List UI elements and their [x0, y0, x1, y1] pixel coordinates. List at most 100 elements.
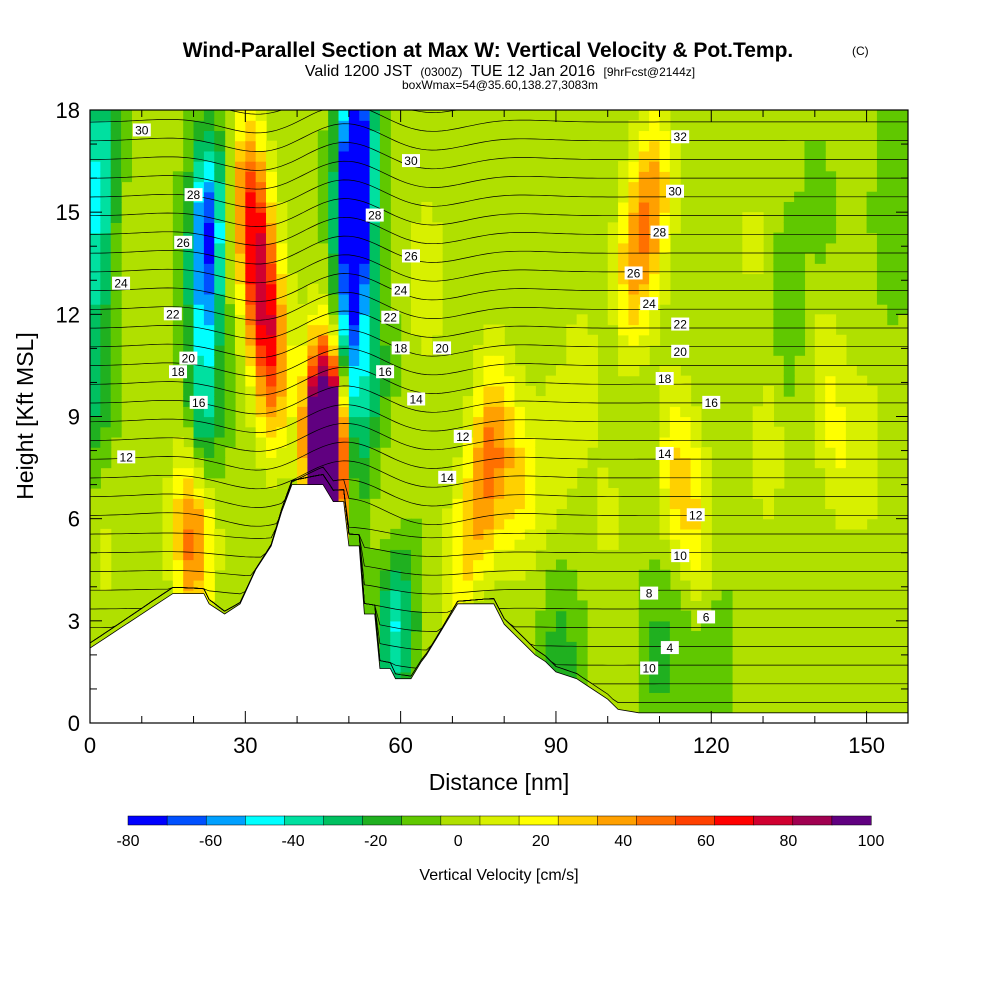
- w-cell: [566, 569, 578, 581]
- w-cell: [183, 344, 195, 356]
- w-cell: [638, 631, 650, 642]
- w-cell: [628, 344, 640, 356]
- w-cell: [90, 212, 101, 223]
- w-cell: [203, 314, 215, 326]
- w-cell: [317, 212, 329, 223]
- theta-contour-label: 16: [376, 365, 395, 379]
- w-cell: [203, 375, 215, 387]
- w-cell: [100, 549, 112, 561]
- w-cell: [473, 559, 485, 571]
- w-cell: [379, 232, 391, 244]
- w-cell: [110, 304, 122, 315]
- w-cell: [214, 467, 226, 479]
- w-cell: [814, 375, 826, 387]
- w-cell: [90, 120, 101, 132]
- w-cell: [348, 467, 360, 479]
- w-cell: [421, 334, 433, 346]
- w-cell: [307, 447, 319, 458]
- w-cell: [845, 426, 857, 438]
- w-cell: [183, 498, 195, 510]
- w-cell: [680, 426, 692, 438]
- w-cell: [297, 396, 309, 407]
- theta-contour: [90, 474, 908, 577]
- w-cell: [576, 416, 588, 428]
- w-cell: [431, 263, 443, 275]
- w-cell: [442, 610, 453, 622]
- w-cell: [90, 253, 101, 264]
- w-cell: [307, 467, 319, 479]
- w-cell: [752, 242, 764, 254]
- theta-contour: [90, 441, 908, 471]
- w-cell: [876, 150, 888, 162]
- w-cell: [887, 110, 899, 121]
- w-cell: [183, 406, 195, 418]
- w-cell: [328, 222, 340, 234]
- w-cell: [856, 488, 868, 499]
- w-cell: [369, 140, 381, 152]
- w-cell: [814, 385, 826, 397]
- colorbar-swatch: [597, 815, 637, 826]
- w-cell: [359, 436, 371, 448]
- theta-label-text: 16: [378, 365, 392, 379]
- w-cell: [203, 365, 215, 377]
- w-cell: [162, 508, 174, 520]
- w-cell: [297, 324, 309, 336]
- w-cell: [845, 365, 857, 377]
- w-cell: [876, 201, 888, 213]
- w-cell: [814, 334, 826, 346]
- w-cell: [369, 569, 381, 581]
- w-cell: [825, 324, 837, 336]
- w-cell: [452, 488, 464, 499]
- w-cell: [276, 416, 288, 428]
- w-cell: [545, 426, 557, 438]
- w-cell: [338, 263, 350, 275]
- w-cell: [649, 263, 661, 275]
- w-cell: [566, 375, 578, 387]
- w-cell: [576, 661, 588, 673]
- w-cell: [483, 579, 495, 591]
- w-cell: [659, 508, 671, 520]
- w-cell: [421, 344, 433, 356]
- w-cell: [638, 324, 650, 336]
- w-cell: [369, 324, 381, 336]
- w-cell: [555, 477, 567, 489]
- w-cell: [379, 406, 391, 418]
- w-cell: [245, 150, 257, 162]
- w-cell: [576, 324, 588, 336]
- w-cell: [783, 365, 795, 377]
- w-cell: [193, 120, 205, 132]
- w-cell: [317, 436, 329, 448]
- w-cell: [90, 426, 101, 438]
- w-cell: [410, 620, 422, 632]
- w-cell: [597, 467, 609, 479]
- w-cell: [814, 436, 826, 448]
- w-cell: [100, 416, 112, 428]
- w-cell: [659, 590, 671, 601]
- w-cell: [162, 539, 174, 550]
- subtitle-utc: (0300Z): [420, 65, 462, 79]
- theta-label-bg: [671, 344, 690, 358]
- theta-label-bg: [666, 184, 685, 198]
- w-cell: [328, 161, 340, 172]
- w-cell: [183, 263, 195, 275]
- w-cell: [390, 539, 402, 550]
- w-cell: [566, 355, 578, 367]
- w-cell: [379, 375, 391, 387]
- w-cell: [110, 120, 122, 132]
- w-cell: [794, 324, 806, 336]
- w-cell: [317, 293, 329, 305]
- w-cell: [555, 467, 567, 479]
- w-cell: [493, 447, 505, 458]
- w-cell: [649, 314, 661, 326]
- w-cell: [462, 467, 474, 479]
- w-cell: [338, 396, 350, 407]
- w-cell: [245, 324, 257, 336]
- w-cell: [659, 467, 671, 479]
- w-cell: [183, 488, 195, 499]
- w-cell: [338, 416, 350, 428]
- w-cell: [390, 631, 402, 642]
- w-cell: [172, 559, 184, 571]
- w-cell: [421, 324, 433, 336]
- w-cell: [607, 293, 619, 305]
- w-cell: [711, 692, 723, 704]
